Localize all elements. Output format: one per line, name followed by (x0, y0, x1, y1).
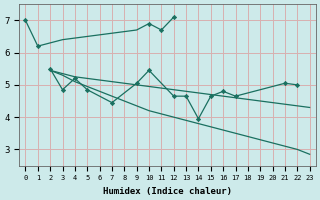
X-axis label: Humidex (Indice chaleur): Humidex (Indice chaleur) (103, 187, 232, 196)
